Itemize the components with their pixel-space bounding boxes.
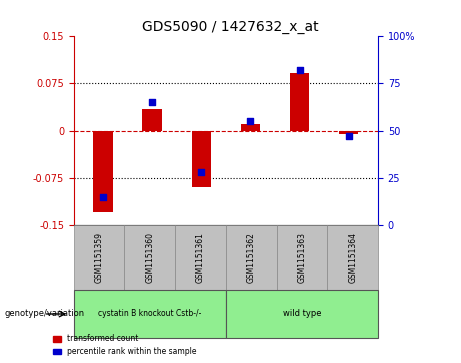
- Text: GSM1151364: GSM1151364: [348, 232, 357, 283]
- Text: GSM1151361: GSM1151361: [196, 232, 205, 283]
- Bar: [241, 125, 260, 131]
- Text: cystatin B knockout Cstb-/-: cystatin B knockout Cstb-/-: [98, 310, 201, 318]
- Text: GSM1151359: GSM1151359: [95, 232, 104, 283]
- Point: [296, 68, 303, 73]
- Legend: transformed count, percentile rank within the sample: transformed count, percentile rank withi…: [50, 331, 199, 359]
- Point: [148, 99, 156, 105]
- Bar: [290, 73, 309, 131]
- Point: [198, 169, 205, 175]
- Bar: [339, 131, 358, 134]
- Bar: [191, 131, 211, 187]
- Text: GSM1151363: GSM1151363: [297, 232, 307, 283]
- Text: GDS5090 / 1427632_x_at: GDS5090 / 1427632_x_at: [142, 20, 319, 34]
- Text: GSM1151362: GSM1151362: [247, 232, 256, 283]
- Text: genotype/variation: genotype/variation: [5, 310, 85, 318]
- Bar: [94, 131, 113, 212]
- Text: GSM1151360: GSM1151360: [145, 232, 154, 283]
- Point: [345, 134, 352, 139]
- Point: [247, 118, 254, 124]
- Text: wild type: wild type: [283, 310, 321, 318]
- Bar: [142, 109, 162, 131]
- Point: [100, 194, 107, 200]
